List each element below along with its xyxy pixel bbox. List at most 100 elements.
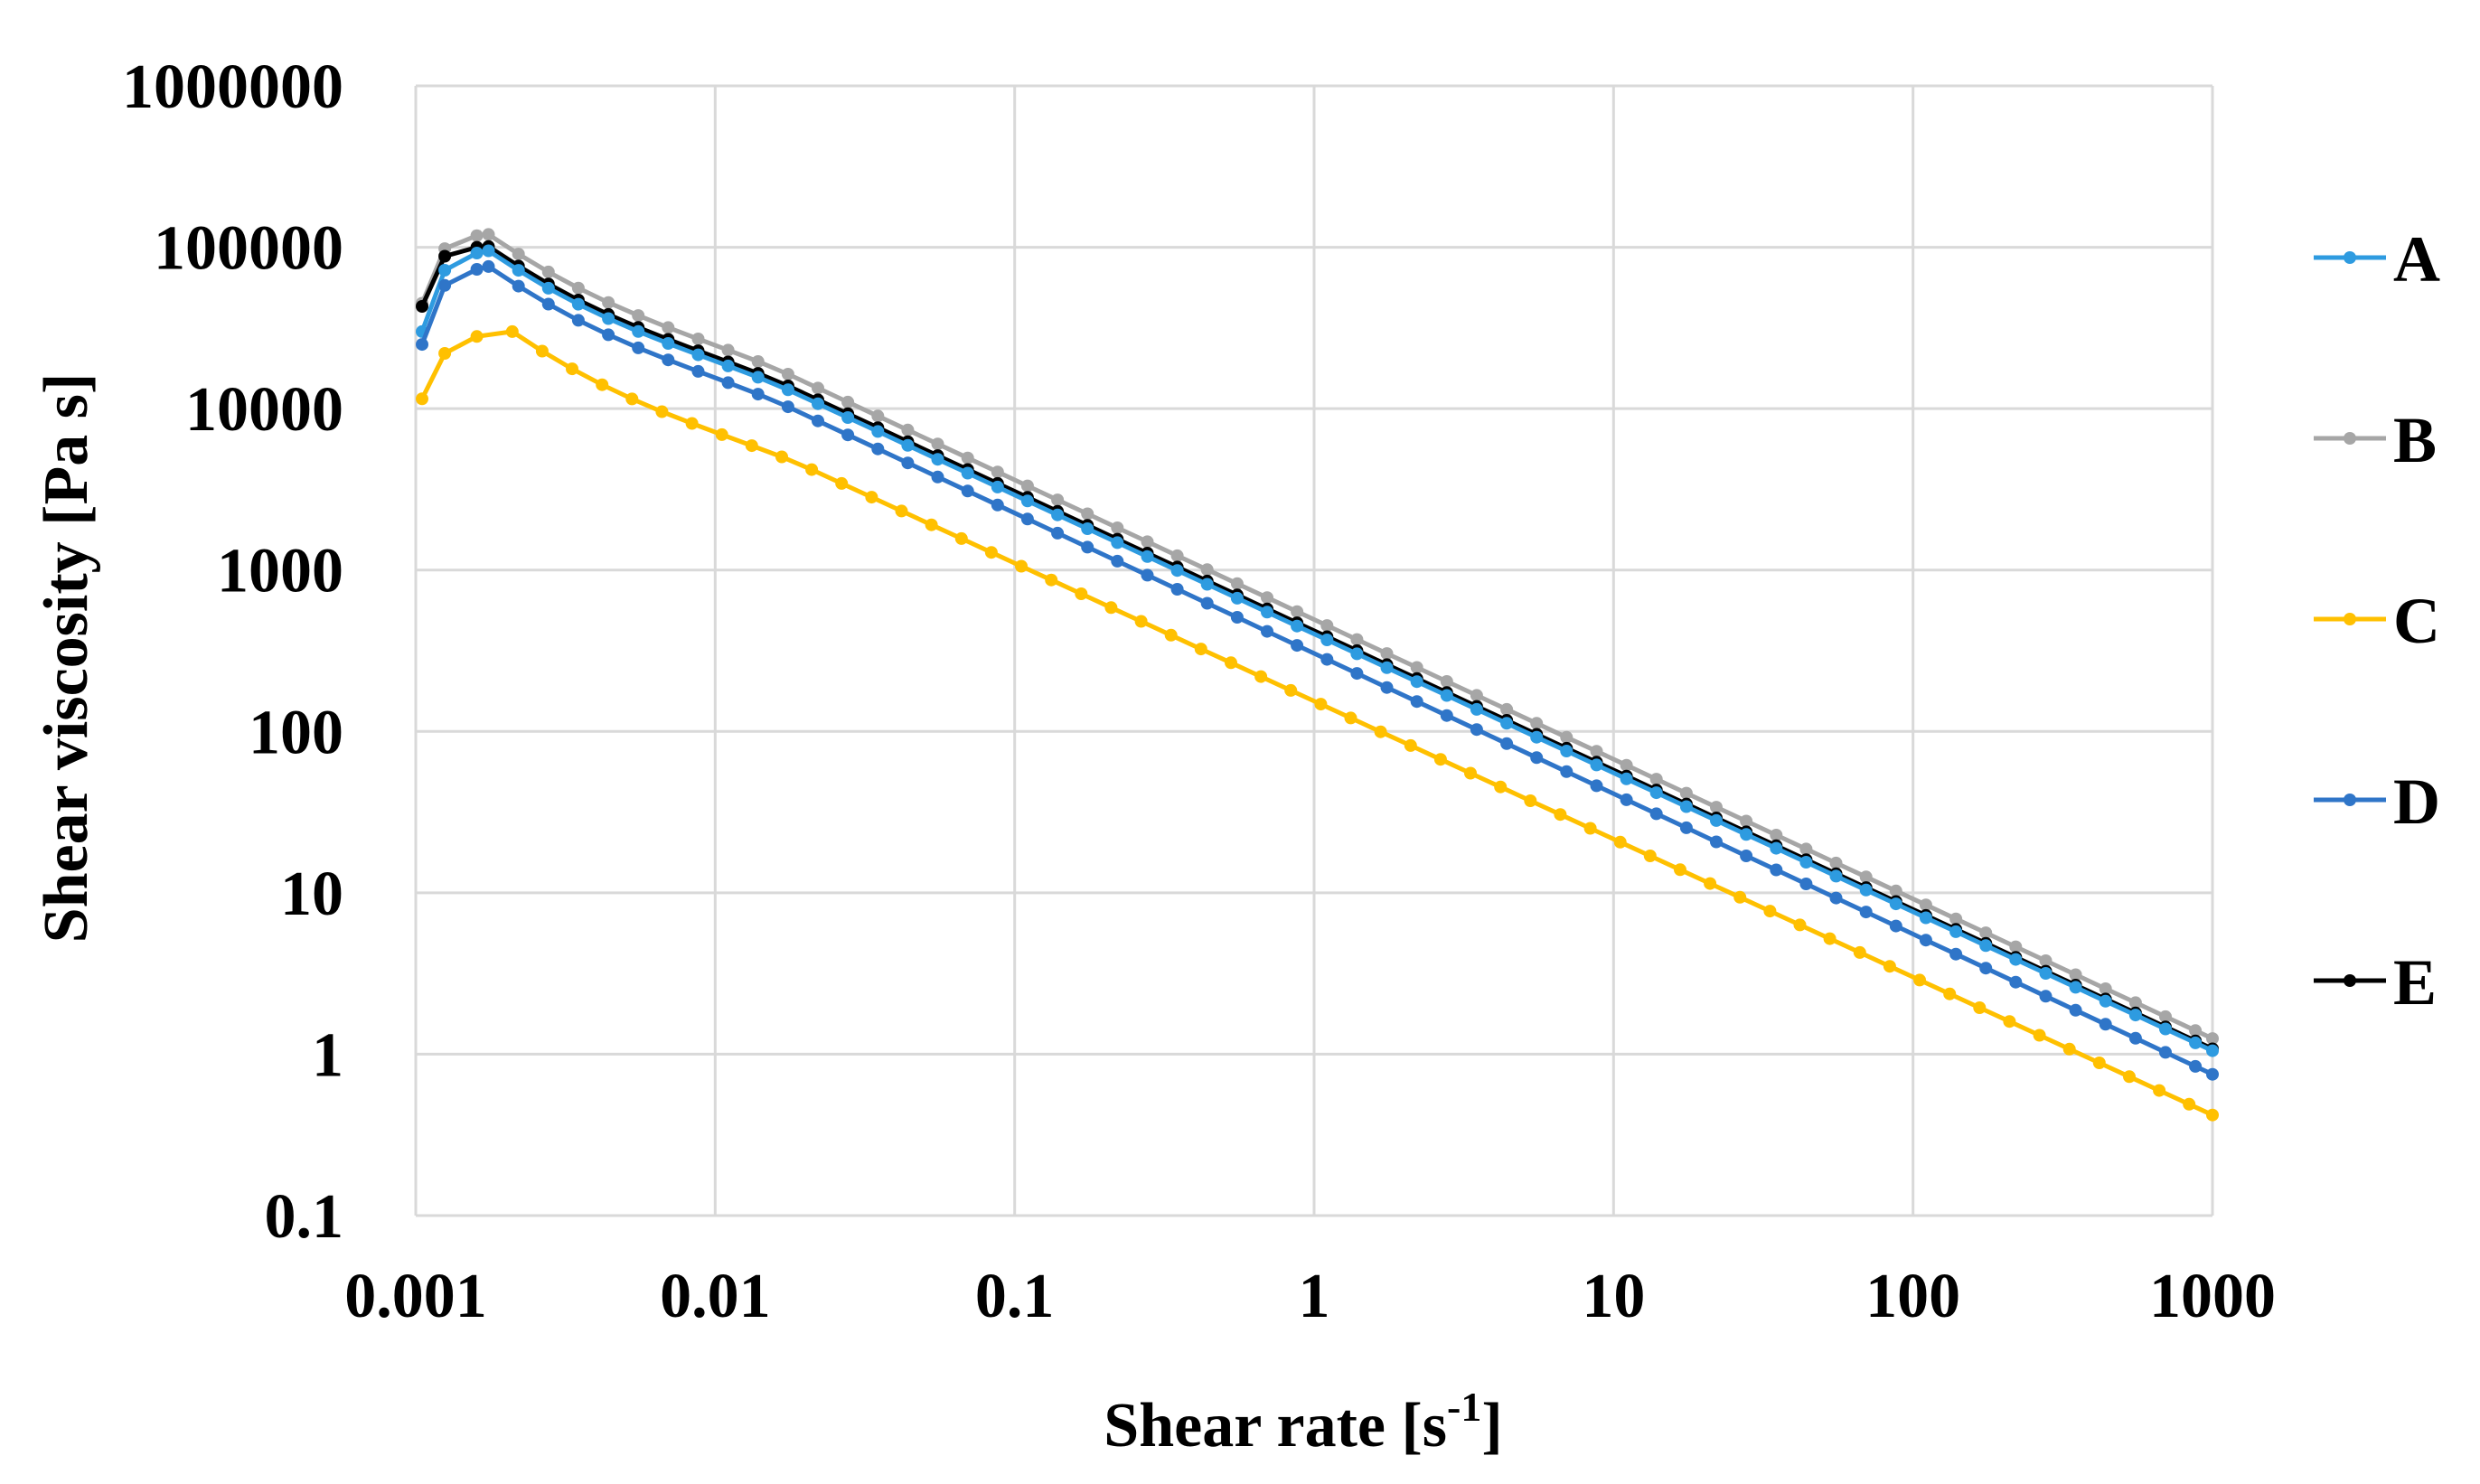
data-point: [1979, 962, 1993, 975]
data-point: [1919, 934, 1932, 947]
data-point: [2189, 1059, 2203, 1073]
data-point: [1710, 835, 1723, 849]
data-point: [1410, 695, 1423, 709]
data-point: [1823, 932, 1837, 945]
data-point: [482, 259, 495, 273]
data-point: [1470, 689, 1483, 702]
data-point: [1704, 877, 1717, 890]
data-point: [2206, 1044, 2219, 1057]
legend-label: E: [2393, 946, 2437, 1019]
data-point: [1230, 591, 1244, 605]
data-point: [1170, 583, 1184, 596]
data-point: [2206, 1067, 2219, 1081]
x-tick-label: 0.01: [660, 1262, 771, 1331]
data-point: [1020, 479, 1034, 493]
x-axis-title: Shear rate [s-1]: [1104, 1384, 1502, 1461]
data-point: [925, 518, 938, 531]
data-point: [2189, 1036, 2203, 1049]
y-tick-label: 100: [249, 698, 343, 767]
data-point: [1350, 633, 1364, 646]
legend-label: A: [2393, 223, 2440, 296]
data-point: [1440, 689, 1453, 702]
data-point: [2206, 1032, 2219, 1046]
data-point: [512, 279, 525, 293]
legend-item-A[interactable]: A: [2314, 223, 2440, 296]
data-point: [571, 281, 585, 295]
data-point: [416, 338, 428, 352]
data-point: [1051, 508, 1065, 521]
data-point: [1111, 536, 1124, 549]
legend-item-B[interactable]: B: [2314, 404, 2437, 476]
x-tick-label: 10: [1582, 1262, 1645, 1331]
data-point: [1261, 591, 1273, 605]
data-point: [1554, 808, 1567, 822]
data-point: [1374, 725, 1387, 738]
data-point: [841, 395, 855, 409]
data-point: [1763, 905, 1777, 918]
y-tick-label: 10: [280, 859, 343, 929]
data-point: [1679, 821, 1693, 834]
data-point: [2099, 1018, 2112, 1031]
data-point: [438, 347, 452, 360]
series-B: [416, 228, 2219, 1046]
data-point: [1649, 773, 1663, 786]
data-point: [1679, 800, 1693, 813]
data-point: [1170, 549, 1184, 562]
data-point: [871, 442, 885, 456]
data-point: [2069, 968, 2082, 982]
x-axis-ticks: 0.001 0.01 0.1 1 10 100 1000: [344, 1262, 2276, 1331]
data-point: [1194, 643, 1207, 656]
data-point: [901, 423, 915, 437]
legend-swatch-marker: [2344, 251, 2356, 264]
legend-item-D[interactable]: D: [2314, 765, 2440, 838]
data-point: [1404, 738, 1417, 752]
data-point: [1410, 661, 1423, 674]
x-tick-label: 100: [1865, 1262, 1960, 1331]
data-point: [566, 362, 578, 376]
data-point: [1500, 702, 1514, 716]
data-point: [1470, 702, 1483, 716]
x-tick-label: 0.1: [975, 1262, 1055, 1331]
legend-label: D: [2393, 765, 2440, 838]
data-point: [1141, 549, 1154, 563]
data-point: [2159, 1022, 2172, 1036]
data-point: [662, 353, 675, 367]
data-point: [775, 450, 788, 464]
data-point: [2189, 1024, 2203, 1038]
data-point: [1560, 765, 1573, 778]
legend[interactable]: A B C D E: [2314, 223, 2440, 1019]
data-point: [871, 425, 885, 438]
data-point: [1943, 987, 1957, 1000]
series-layer: [416, 228, 2219, 1122]
data-point: [1141, 568, 1154, 582]
data-point: [662, 337, 675, 350]
data-point: [1560, 745, 1573, 757]
data-point: [715, 427, 728, 441]
data-point: [2009, 953, 2023, 966]
data-point: [482, 228, 495, 241]
data-point: [1200, 596, 1214, 610]
data-point: [1649, 807, 1663, 821]
data-point: [1230, 611, 1244, 624]
data-point: [1919, 911, 1932, 925]
legend-item-E[interactable]: E: [2314, 946, 2437, 1019]
data-point: [1679, 786, 1693, 800]
legend-label: B: [2393, 404, 2437, 476]
data-point: [1470, 723, 1483, 737]
data-point: [1494, 780, 1508, 794]
data-point: [1164, 628, 1178, 642]
data-point: [1500, 717, 1514, 730]
data-point: [895, 504, 908, 518]
data-point: [1883, 960, 1896, 973]
data-point: [954, 531, 968, 545]
data-point: [691, 364, 705, 378]
data-point: [691, 348, 705, 362]
data-point: [438, 264, 452, 277]
data-point: [2099, 994, 2112, 1008]
data-point: [1973, 1001, 1987, 1014]
data-point: [1320, 619, 1334, 633]
data-point: [1314, 698, 1328, 711]
data-point: [1913, 973, 1926, 987]
legend-item-C[interactable]: C: [2314, 585, 2440, 657]
